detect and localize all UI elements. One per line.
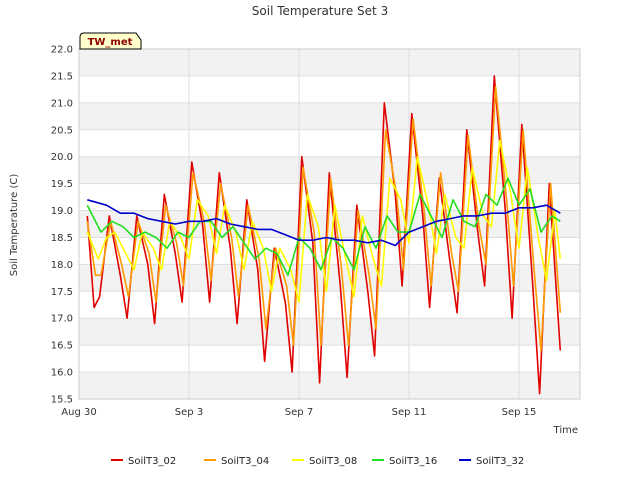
y-tick-label: 20.0 <box>51 152 73 163</box>
plot-band <box>79 372 580 399</box>
legend: SoilT3_02 SoilT3_04 SoilT3_08 SoilT3_16 Soil… <box>111 456 524 467</box>
x-tick-label: Sep 7 <box>285 407 313 418</box>
badge-shape <box>79 32 142 50</box>
y-axis-title: Soil Temperature (C) <box>9 174 20 277</box>
plot-band <box>79 102 580 130</box>
y-tick-label: 22.0 <box>51 45 73 56</box>
y-tick-label: 15.5 <box>51 395 73 406</box>
x-tick-label: Sep 3 <box>175 407 203 418</box>
plot-band <box>79 49 580 76</box>
plot-band <box>79 318 580 346</box>
station-badge: TW_met <box>79 32 142 50</box>
legend-label: SoilT3_32 <box>476 456 524 467</box>
y-tick-label: 19.5 <box>51 179 73 190</box>
x-axis-title: Time <box>553 425 578 436</box>
y-tick-label: 21.0 <box>51 98 73 109</box>
chart-title: Soil Temperature Set 3 <box>252 4 388 18</box>
series-lines <box>86 75 562 395</box>
series-line-SoilT3_32 <box>87 199 561 247</box>
plot-frame <box>78 48 581 400</box>
series-line-SoilT3_04 <box>86 85 562 352</box>
series-line-SoilT3_02 <box>86 75 562 395</box>
y-tick-label: 19.0 <box>51 206 73 217</box>
y-tick-label: 17.0 <box>51 314 73 325</box>
x-tick-label: Sep 15 <box>502 407 537 418</box>
plot-band <box>79 264 580 292</box>
x-tick-label: Aug 30 <box>61 407 96 418</box>
y-tick-label: 16.0 <box>51 368 73 379</box>
series-line-SoilT3_08 <box>86 139 562 303</box>
x-tick-label: Sep 11 <box>392 407 427 418</box>
y-tick-label: 18.0 <box>51 260 73 271</box>
y-tick-label: 16.5 <box>51 341 73 352</box>
legend-label: SoilT3_02 <box>128 456 176 467</box>
legend-label: SoilT3_16 <box>389 456 437 467</box>
y-tick-label: 17.5 <box>51 287 73 298</box>
y-tick-label: 20.5 <box>51 125 73 136</box>
y-tick-label: 21.5 <box>51 71 73 82</box>
badge-label: TW_met <box>88 37 133 48</box>
legend-label: SoilT3_04 <box>221 456 269 467</box>
y-tick-label: 18.5 <box>51 233 73 244</box>
legend-label: SoilT3_08 <box>309 456 357 467</box>
y-tick-labels: 15.5 16.0 16.5 17.0 17.5 18.0 18.5 19.0 19.5 20.0… <box>51 45 73 406</box>
series-line-SoilT3_16 <box>86 177 561 277</box>
x-tick-labels: Aug 30 Sep 3 Sep 7 Sep 11 Sep 15 <box>61 407 536 418</box>
